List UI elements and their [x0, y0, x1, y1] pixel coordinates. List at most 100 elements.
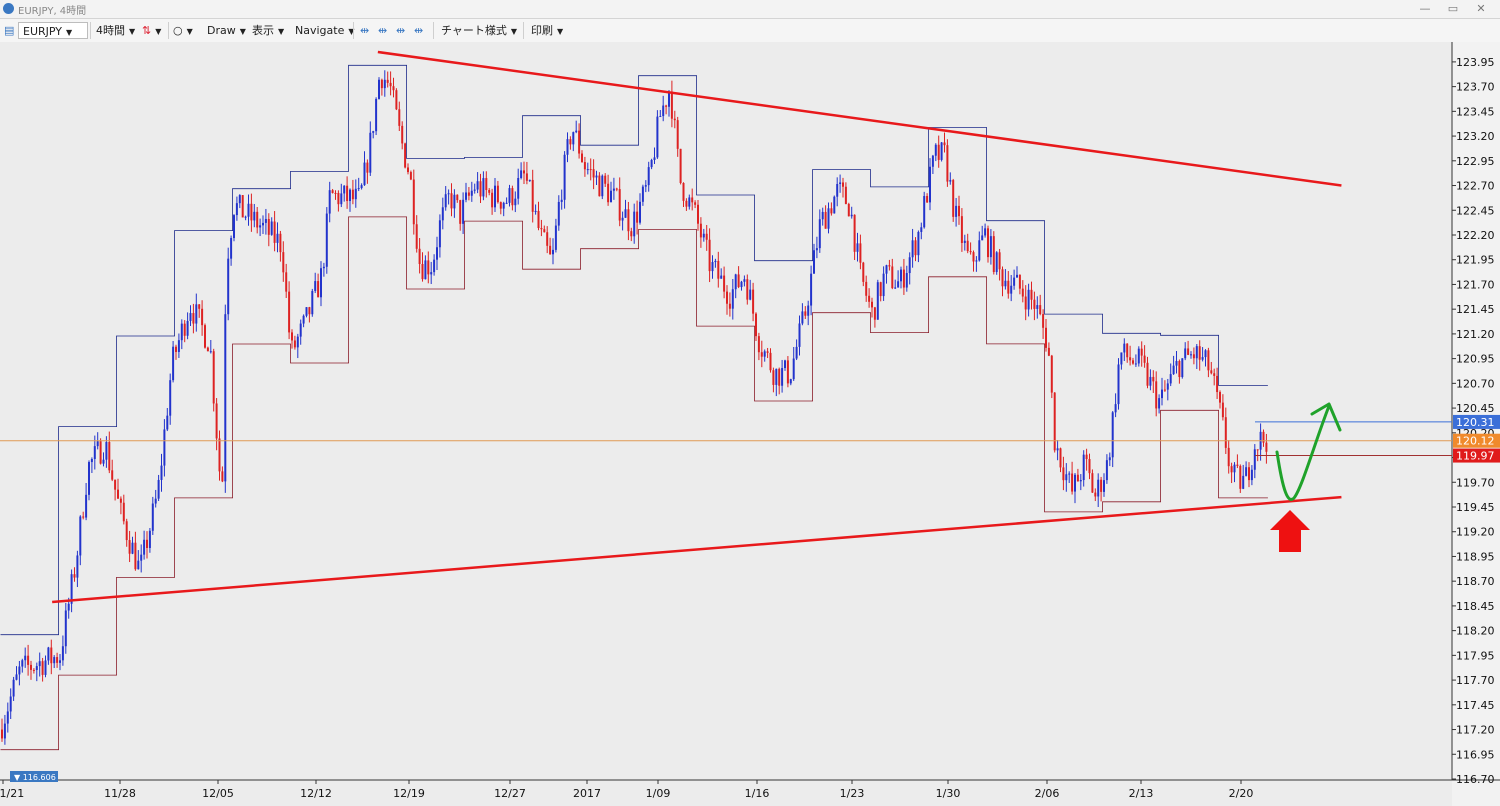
candle-body	[871, 301, 873, 308]
candle-body	[140, 554, 143, 561]
candle-body	[1053, 392, 1056, 451]
zoom-out-icon[interactable]: ⇹	[378, 24, 388, 37]
close-icon[interactable]: ✕	[1476, 2, 1486, 15]
candle-body	[644, 185, 647, 187]
y-tick-label: 121.45	[1456, 303, 1495, 316]
candle-body	[119, 498, 122, 503]
candle-body	[93, 446, 96, 459]
candle-body	[937, 144, 940, 160]
candle-body	[517, 177, 520, 199]
candle-body	[1227, 447, 1230, 467]
candle-body	[534, 210, 537, 212]
circle-tool-icon[interactable]: ○ ▼	[173, 24, 193, 37]
candle-body	[755, 313, 757, 337]
candle-body	[169, 380, 172, 416]
scroll-right-icon[interactable]: ⇹	[414, 24, 424, 37]
x-tick-label: 2/20	[1229, 787, 1254, 800]
candle-body	[853, 214, 856, 252]
symbol-select[interactable]: EURJPY ▼	[18, 22, 88, 39]
candle-body	[708, 239, 711, 272]
candle-body	[604, 175, 607, 184]
candle-body	[743, 279, 746, 282]
candle-body	[262, 222, 264, 226]
print-menu[interactable]: 印刷 ▼	[531, 24, 564, 37]
zoom-in-icon[interactable]: ⇹	[360, 24, 370, 37]
candle-body	[665, 105, 668, 107]
restore-icon[interactable]: ▭	[1447, 2, 1459, 15]
candle-body	[1256, 449, 1259, 451]
candle-body	[818, 219, 821, 249]
chart-menu-icon[interactable]: ▤	[4, 24, 15, 37]
chart-type-icon[interactable]: ⇅ ▼	[142, 24, 162, 37]
candle-body	[963, 240, 966, 243]
candle-body	[844, 186, 847, 204]
candle-body	[357, 188, 360, 190]
chart-style-menu[interactable]: チャート様式 ▼	[441, 24, 518, 37]
x-tick-label: 12/05	[202, 787, 234, 800]
candle-body	[1169, 374, 1172, 384]
candle-body	[581, 153, 583, 163]
candle-body	[1166, 383, 1169, 390]
candle-body	[1137, 348, 1140, 364]
candle-body	[325, 213, 328, 267]
app-icon	[3, 3, 14, 14]
display-menu[interactable]: 表示 ▼	[252, 24, 285, 37]
candle-body	[734, 274, 737, 290]
candle-body	[117, 489, 119, 499]
candle-body	[543, 229, 546, 233]
candle-body	[50, 647, 53, 664]
candle-body	[641, 186, 644, 202]
candle-body	[1111, 412, 1114, 458]
timeframe-select[interactable]: 4時間 ▼	[96, 24, 136, 37]
toolbar-separator	[168, 22, 169, 39]
support-trendline	[52, 495, 1342, 604]
navigate-menu[interactable]: Navigate ▼	[295, 24, 355, 37]
candle-body	[763, 351, 766, 357]
y-tick-label: 119.70	[1456, 476, 1495, 489]
candle-body	[969, 251, 972, 253]
candle-body	[850, 214, 853, 217]
forecast-arrowhead	[1310, 402, 1342, 432]
candle-body	[586, 169, 589, 171]
candle-body	[392, 86, 395, 91]
candle-body	[404, 143, 407, 168]
candle-body	[1013, 277, 1016, 286]
candle-body	[650, 159, 653, 168]
candle-body	[830, 208, 833, 214]
candlestick-chart[interactable]: 123.95 123.70 123.45 123.20 122.95 122.70 122.…	[0, 42, 1500, 806]
price-marker-label: 119.97	[1456, 450, 1495, 463]
candle-body	[180, 323, 183, 341]
candle-body	[67, 603, 70, 611]
candle-body	[624, 209, 627, 218]
candle-body	[972, 252, 975, 262]
candle-body	[30, 664, 32, 670]
candle-body	[32, 669, 35, 671]
candle-body	[1210, 370, 1213, 374]
candle-body	[569, 139, 572, 145]
candle-body	[465, 192, 467, 200]
candle-body	[415, 224, 418, 249]
candle-body	[940, 142, 943, 160]
minimize-icon[interactable]: —	[1419, 2, 1431, 15]
candle-body	[453, 194, 456, 209]
draw-menu[interactable]: Draw ▼	[207, 24, 246, 37]
candle-body	[621, 217, 624, 221]
candle-body	[201, 308, 204, 326]
scroll-left-icon[interactable]: ⇹	[396, 24, 406, 37]
candle-body	[383, 79, 386, 89]
candle-body	[369, 132, 372, 173]
candle-body	[163, 429, 166, 466]
candle-body	[995, 252, 998, 272]
candle-body	[479, 181, 482, 197]
candle-body	[931, 155, 934, 167]
candle-body	[723, 275, 726, 292]
candle-body	[578, 130, 581, 154]
candle-body	[195, 304, 198, 324]
price-marker-box	[1453, 414, 1500, 429]
candle-body	[934, 144, 937, 156]
candle-body	[702, 233, 705, 238]
candle-body	[607, 183, 610, 203]
candle-body	[204, 325, 206, 348]
candle-body	[630, 231, 633, 237]
candle-body	[172, 346, 175, 381]
